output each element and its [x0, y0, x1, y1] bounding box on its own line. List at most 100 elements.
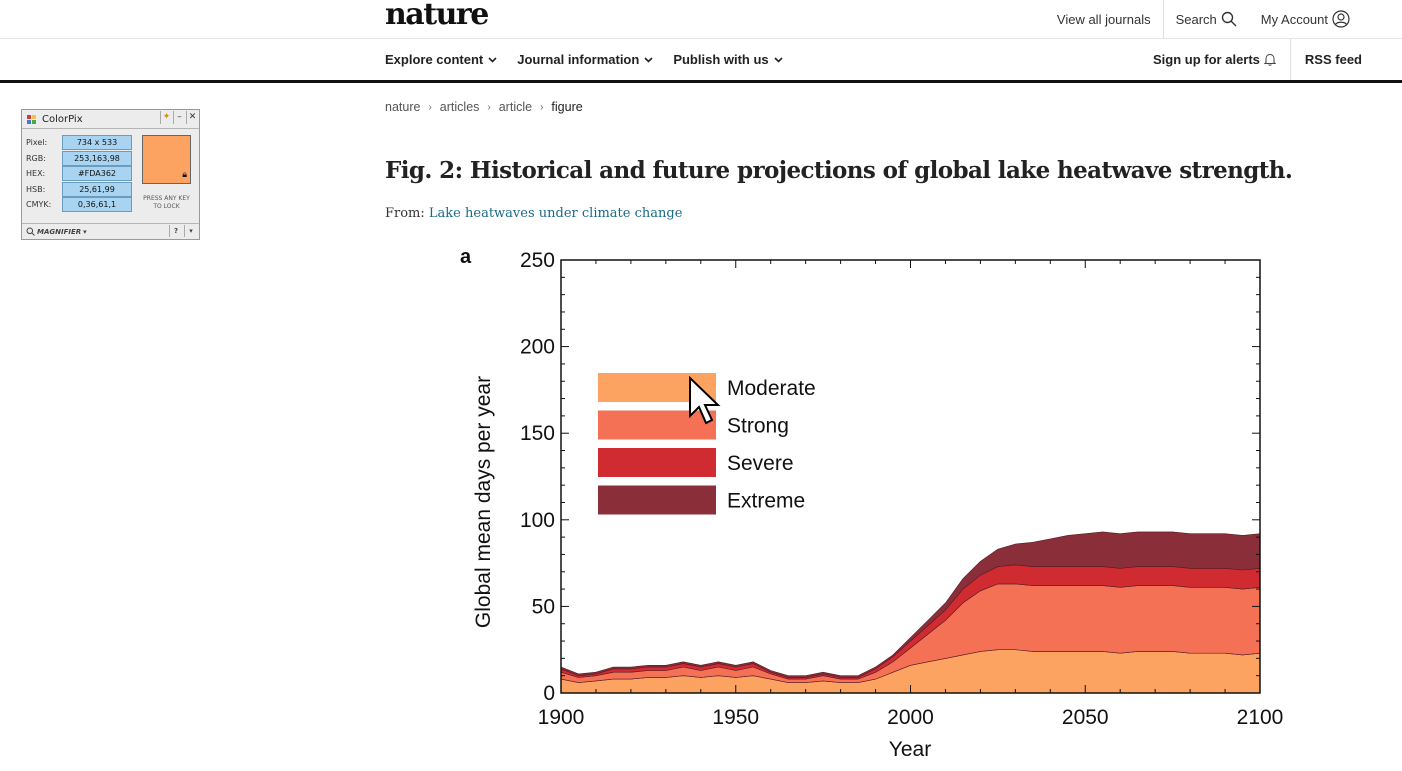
colorpix-row: HSB: 25,61,99 — [26, 181, 132, 198]
x-tick-label: 1950 — [712, 706, 759, 729]
x-tick-label: 2050 — [1062, 706, 1109, 729]
search-label: Search — [1175, 11, 1217, 27]
close-icon[interactable]: ✕ — [186, 111, 198, 124]
figure-title: Fig. 2: Historical and future projection… — [385, 157, 1293, 184]
from-label: From: — [385, 206, 425, 221]
magnifier-icon — [26, 227, 35, 236]
nature-logo[interactable]: nature — [385, 0, 489, 32]
search-link[interactable]: Search — [1162, 0, 1249, 38]
panel-label: a — [460, 246, 472, 268]
color-swatch[interactable]: 🔒︎ — [142, 135, 191, 184]
cmyk-value[interactable]: 0,36,61,1 — [62, 197, 132, 213]
chevron-right-icon: › — [540, 101, 544, 113]
magnifier-label: MAGNIFIER — [37, 227, 82, 236]
y-tick-label: 200 — [520, 336, 555, 359]
chevron-down-icon — [774, 56, 783, 63]
help-button[interactable]: ? — [169, 225, 182, 237]
lock-icon: 🔒︎ — [182, 170, 187, 180]
x-tick-label: 1900 — [538, 706, 585, 729]
view-all-journals-link[interactable]: View all journals — [1045, 0, 1163, 38]
chevron-right-icon: › — [487, 101, 491, 113]
pin-icon[interactable]: ✦ — [160, 111, 172, 124]
y-tick-label: 150 — [520, 422, 555, 445]
my-account-link[interactable]: My Account — [1249, 0, 1362, 38]
top-bar: nature View all journals Search My Accou… — [0, 0, 1402, 39]
y-tick-label: 0 — [543, 682, 555, 705]
rgb-label: RGB: — [26, 153, 46, 163]
view-all-journals-label: View all journals — [1056, 11, 1151, 27]
breadcrumb-figure: figure — [551, 100, 583, 114]
mouse-cursor-icon — [689, 376, 721, 425]
alerts-label: Sign up for alerts — [1153, 52, 1260, 67]
colorpix-row: HEX: #FDA362 — [26, 166, 132, 182]
y-tick-label: 50 — [532, 595, 555, 618]
legend-label-extreme: Extreme — [727, 490, 805, 513]
colorpix-app-icon — [27, 114, 36, 124]
pixel-value[interactable]: 734 x 533 — [62, 135, 132, 151]
x-tick-label: 2100 — [1237, 706, 1284, 729]
legend-swatch-severe — [598, 448, 716, 477]
legend-swatch-strong — [598, 410, 716, 440]
chevron-right-icon: › — [428, 101, 432, 113]
top-links: View all journals Search My Account — [1045, 0, 1362, 38]
hsb-value[interactable]: 25,61,99 — [62, 181, 132, 197]
nav-menu: Explore content Journal information Publ… — [385, 39, 783, 80]
y-axis-label: Global mean days per year — [472, 376, 495, 628]
cmyk-label: CMYK: — [26, 200, 52, 210]
breadcrumb-articles[interactable]: articles — [439, 100, 480, 114]
bell-icon — [1263, 53, 1276, 66]
main-nav: Explore content Journal information Publ… — [0, 39, 1402, 83]
account-icon — [1332, 10, 1350, 28]
breadcrumb-article[interactable]: article — [498, 100, 533, 114]
nav-journal-information[interactable]: Journal information — [517, 52, 653, 67]
sign-up-alerts-link[interactable]: Sign up for alerts — [1139, 39, 1290, 80]
area-layers — [560, 531, 1261, 694]
rss-label: RSS feed — [1304, 52, 1362, 67]
heatwave-chart: a 1900 1950 2000 2050 2100 0 50 100 150 200 250 Mo… — [460, 246, 1283, 761]
figure-source: From: Lake heatwaves under climate chang… — [385, 206, 682, 221]
hsb-label: HSB: — [26, 184, 46, 194]
nav-publish-with-us[interactable]: Publish with us — [673, 52, 783, 67]
press-key-hint: PRESS ANY KEY TO LOCK — [143, 195, 190, 210]
magnifier-menu[interactable]: MAGNIFIER ▾ — [26, 227, 87, 236]
hex-label: HEX: — [26, 169, 46, 179]
legend-label-moderate: Moderate — [727, 377, 816, 400]
x-axis-label: Year — [889, 738, 931, 761]
nav-publish-label: Publish with us — [673, 52, 769, 67]
colorpix-row: Pixel: 734 x 533 — [26, 135, 132, 151]
rss-feed-link[interactable]: RSS feed — [1289, 39, 1362, 80]
colorpix-titlebar[interactable]: ColorPix ✦ – ✕ — [22, 110, 199, 129]
nav-explore-label: Explore content — [385, 52, 484, 67]
breadcrumb: nature › articles › article › figure — [385, 100, 583, 114]
search-icon — [1221, 11, 1237, 27]
hex-value[interactable]: #FDA362 — [62, 166, 132, 182]
axes: 1900 1950 2000 2050 2100 0 50 100 150 200 250 — [520, 249, 1283, 729]
pixel-label: Pixel: — [26, 138, 48, 148]
chart-legend: Moderate Strong Severe Extreme — [598, 373, 816, 515]
colorpix-window-controls: ✦ – ✕ — [160, 111, 198, 124]
my-account-label: My Account — [1260, 11, 1328, 27]
nav-explore-content[interactable]: Explore content — [385, 52, 497, 67]
nav-journal-label: Journal information — [517, 52, 640, 67]
options-dropdown-icon[interactable]: ▾ — [184, 225, 197, 237]
rgb-value[interactable]: 253,163,98 — [62, 150, 132, 166]
y-tick-label: 100 — [520, 509, 555, 532]
y-tick-label: 250 — [520, 249, 555, 272]
colorpix-title: ColorPix — [42, 113, 83, 125]
breadcrumb-nature[interactable]: nature — [385, 100, 421, 114]
colorpix-window: ColorPix ✦ – ✕ Pixel: 734 x 533 RGB: 253,1… — [21, 109, 200, 240]
legend-label-strong: Strong — [727, 415, 789, 438]
chevron-down-icon — [488, 56, 497, 63]
colorpix-bottom-bar: MAGNIFIER ▾ ? ▾ — [22, 223, 199, 239]
colorpix-values: Pixel: 734 x 533 RGB: 253,163,98 HEX: #FDA3… — [26, 135, 132, 213]
chevron-down-icon — [644, 56, 653, 63]
dropdown-arrow-icon: ▾ — [83, 227, 87, 236]
x-tick-label: 2000 — [887, 706, 934, 729]
nav-right: Sign up for alerts RSS feed — [1139, 39, 1362, 80]
colorpix-row: CMYK: 0,36,61,1 — [26, 197, 132, 213]
colorpix-row: RGB: 253,163,98 — [26, 150, 132, 167]
legend-swatch-extreme — [598, 485, 716, 515]
minimize-icon[interactable]: – — [173, 111, 185, 124]
source-article-link[interactable]: Lake heatwaves under climate change — [428, 206, 683, 221]
legend-label-severe: Severe — [727, 452, 794, 475]
